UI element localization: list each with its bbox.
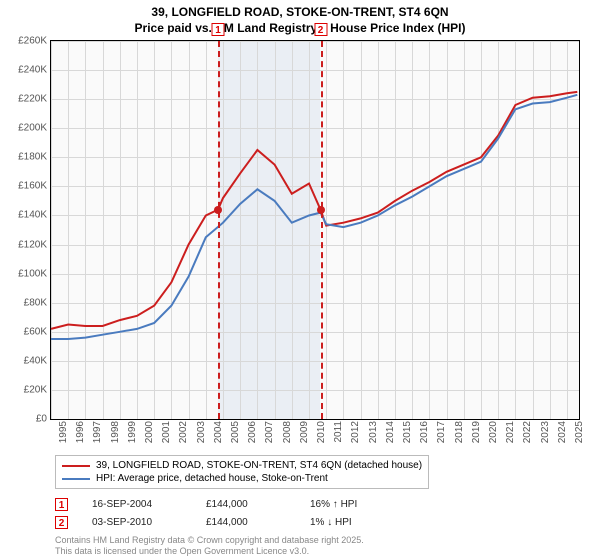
x-axis-tick: 2023 xyxy=(540,421,551,443)
x-axis-tick: 2019 xyxy=(471,421,482,443)
legend-item: HPI: Average price, detached house, Stok… xyxy=(62,472,422,485)
x-axis-tick: 2005 xyxy=(230,421,241,443)
x-axis-tick: 2001 xyxy=(161,421,172,443)
x-axis-tick: 2008 xyxy=(282,421,293,443)
x-axis-tick: 2004 xyxy=(213,421,224,443)
event-row: 2 03-SEP-2010 £144,000 1% ↓ HPI xyxy=(55,513,357,531)
series-hpi xyxy=(51,95,577,339)
event-date: 16-SEP-2004 xyxy=(92,499,182,510)
y-axis-tick: £140K xyxy=(18,210,51,221)
series-price-paid xyxy=(51,92,577,329)
chart-title: 39, LONGFIELD ROAD, STOKE-ON-TRENT, ST4 … xyxy=(0,0,600,36)
x-axis-tick: 2009 xyxy=(299,421,310,443)
x-axis-tick: 1995 xyxy=(58,421,69,443)
event-marker-icon: 2 xyxy=(55,516,68,529)
x-axis-tick: 2002 xyxy=(179,421,190,443)
x-axis-tick: 1998 xyxy=(110,421,121,443)
x-axis-tick: 2010 xyxy=(316,421,327,443)
y-axis-tick: £20K xyxy=(24,384,51,395)
series-svg xyxy=(51,41,579,419)
legend-swatch xyxy=(62,478,90,480)
legend-swatch xyxy=(62,465,90,467)
y-axis-tick: £80K xyxy=(24,297,51,308)
x-axis-tick: 2000 xyxy=(144,421,155,443)
y-axis-tick: £220K xyxy=(18,94,51,105)
x-axis-tick: 2020 xyxy=(488,421,499,443)
event-date: 03-SEP-2010 xyxy=(92,517,182,528)
x-axis-tick: 2012 xyxy=(351,421,362,443)
footer-line-1: Contains HM Land Registry data © Crown c… xyxy=(55,535,364,545)
y-axis-tick: £100K xyxy=(18,268,51,279)
x-axis-tick: 2013 xyxy=(368,421,379,443)
x-axis-tick: 1997 xyxy=(93,421,104,443)
event-dot xyxy=(317,206,325,214)
event-line xyxy=(218,41,220,419)
y-axis-tick: £60K xyxy=(24,326,51,337)
event-price: £144,000 xyxy=(206,517,286,528)
x-axis-tick: 2022 xyxy=(522,421,533,443)
x-axis-tick: 1999 xyxy=(127,421,138,443)
legend-label: 39, LONGFIELD ROAD, STOKE-ON-TRENT, ST4 … xyxy=(96,460,422,471)
x-axis-tick: 2015 xyxy=(402,421,413,443)
legend-label: HPI: Average price, detached house, Stok… xyxy=(96,473,328,484)
event-line xyxy=(321,41,323,419)
x-axis-tick: 2018 xyxy=(454,421,465,443)
chart-container: 39, LONGFIELD ROAD, STOKE-ON-TRENT, ST4 … xyxy=(0,0,600,560)
y-axis-tick: £180K xyxy=(18,152,51,163)
events-table: 1 16-SEP-2004 £144,000 16% ↑ HPI 2 03-SE… xyxy=(55,495,357,531)
event-marker-icon: 2 xyxy=(314,23,327,36)
footer-attribution: Contains HM Land Registry data © Crown c… xyxy=(55,535,364,556)
y-axis-tick: £260K xyxy=(18,36,51,47)
title-line-1: 39, LONGFIELD ROAD, STOKE-ON-TRENT, ST4 … xyxy=(0,4,600,20)
event-marker-icon: 1 xyxy=(211,23,224,36)
y-axis-tick: £40K xyxy=(24,355,51,366)
x-axis-tick: 2017 xyxy=(436,421,447,443)
x-axis-tick: 2003 xyxy=(196,421,207,443)
event-delta: 16% ↑ HPI xyxy=(310,499,357,510)
y-axis-tick: £200K xyxy=(18,123,51,134)
event-marker-icon: 1 xyxy=(55,498,68,511)
y-axis-tick: £120K xyxy=(18,239,51,250)
x-axis-tick: 2006 xyxy=(247,421,258,443)
plot-area: £0£20K£40K£60K£80K£100K£120K£140K£160K£1… xyxy=(50,40,580,420)
y-axis-tick: £240K xyxy=(18,65,51,76)
footer-line-2: This data is licensed under the Open Gov… xyxy=(55,546,364,556)
y-axis-tick: £0 xyxy=(36,414,51,425)
legend: 39, LONGFIELD ROAD, STOKE-ON-TRENT, ST4 … xyxy=(55,455,429,489)
event-dot xyxy=(214,206,222,214)
x-axis-tick: 2024 xyxy=(557,421,568,443)
x-axis-tick: 1996 xyxy=(75,421,86,443)
event-price: £144,000 xyxy=(206,499,286,510)
event-row: 1 16-SEP-2004 £144,000 16% ↑ HPI xyxy=(55,495,357,513)
y-axis-tick: £160K xyxy=(18,181,51,192)
x-axis-tick: 2025 xyxy=(574,421,585,443)
x-axis-tick: 2021 xyxy=(505,421,516,443)
x-axis-tick: 2007 xyxy=(265,421,276,443)
title-line-2: Price paid vs. HM Land Registry's House … xyxy=(0,20,600,36)
legend-item: 39, LONGFIELD ROAD, STOKE-ON-TRENT, ST4 … xyxy=(62,459,422,472)
x-axis-tick: 2011 xyxy=(333,421,344,443)
x-axis-tick: 2014 xyxy=(385,421,396,443)
event-delta: 1% ↓ HPI xyxy=(310,517,352,528)
x-axis-tick: 2016 xyxy=(419,421,430,443)
